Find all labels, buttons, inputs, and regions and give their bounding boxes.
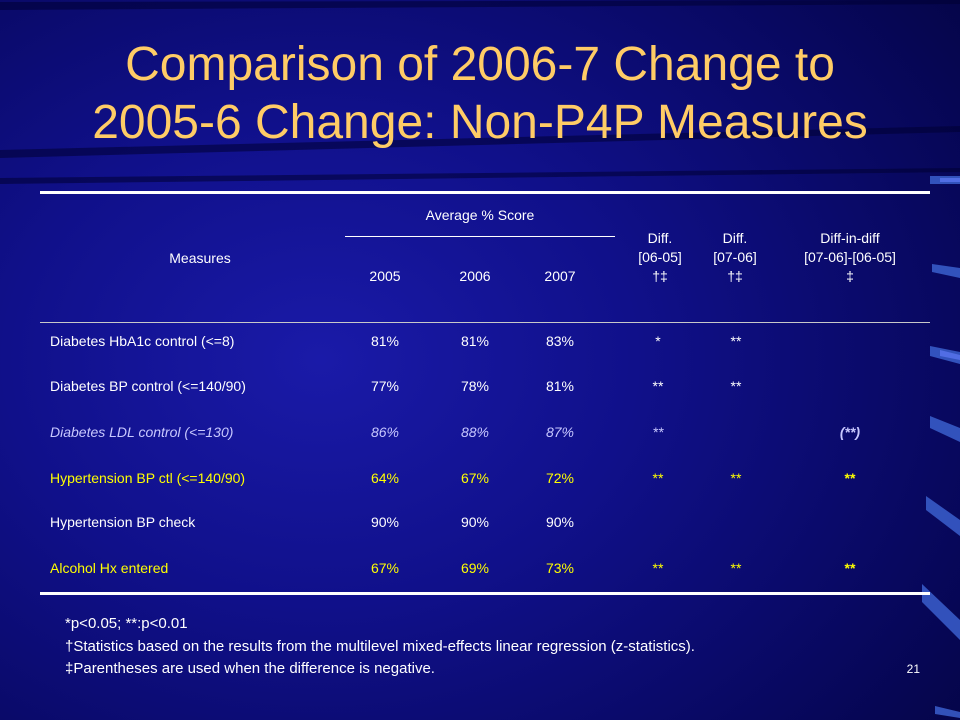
cell-diff-06-05: ** [652,470,664,486]
footnote-parentheses: ‡Parentheses are used when the differenc… [65,660,435,677]
cell-measure: Alcohol Hx entered [50,560,169,576]
cell-diff-in-diff: (**) [839,424,861,440]
slide-title: Comparison of 2006-7 Change to 2005-6 Ch… [20,36,940,152]
header-diff-06-05: Diff. [06-05] †‡ [638,230,682,284]
cell-2007: 73% [545,560,575,576]
cell-2006: 67% [460,470,490,486]
cell-2006: 88% [460,424,490,440]
cell-2006: 81% [460,333,490,349]
cell-measure: Diabetes HbA1c control (<=8) [50,333,235,349]
header-subrule [345,236,615,237]
title-line-2: 2005-6 Change: Non-P4P Measures [92,96,868,149]
cell-2005: 67% [370,560,400,576]
cell-2006: 90% [460,514,490,530]
cell-2007: 72% [545,470,575,486]
table-bottom-rule [40,592,930,595]
cell-2007: 90% [545,514,575,530]
header-bottom-rule [40,322,930,323]
header-diff-in-diff: Diff-in-diff [07-06]-[06-05] ‡ [804,230,896,284]
header-diff-07-06: Diff. [07-06] †‡ [713,230,757,284]
cell-2005: 90% [370,514,400,530]
cell-diff-07-06: ** [730,333,742,349]
cell-2005: 64% [370,470,400,486]
cell-diff-07-06: ** [730,470,742,486]
cell-2006: 78% [460,378,490,394]
cell-diff-07-06: ** [730,560,742,576]
cell-2005: 86% [370,424,400,440]
header-2006: 2006 [459,268,491,284]
cell-diff-06-05: * [655,333,661,349]
cell-2007: 83% [545,333,575,349]
cell-2005: 77% [370,378,400,394]
cell-diff-in-diff: ** [844,470,856,486]
header-average-score: Average % Score [425,207,535,223]
cell-2006: 69% [460,560,490,576]
cell-measure: Diabetes BP control (<=140/90) [50,378,246,394]
footnote-significance: *p<0.05; **:p<0.01 [65,615,188,632]
header-2005: 2005 [369,268,401,284]
cell-diff-06-05: ** [652,560,664,576]
cell-2007: 87% [545,424,575,440]
cell-measure: Hypertension BP ctl (<=140/90) [50,470,246,486]
cell-diff-07-06: ** [730,378,742,394]
cell-diff-in-diff: ** [844,560,856,576]
cell-diff-06-05: ** [652,378,664,394]
cell-2007: 81% [545,378,575,394]
footnote-statistics: †Statistics based on the results from th… [65,638,695,655]
cell-2005: 81% [370,333,400,349]
cell-measure: Hypertension BP check [50,514,196,530]
cell-diff-06-05: ** [652,424,664,440]
title-line-1: Comparison of 2006-7 Change to [125,38,835,91]
page-number: 21 [906,662,920,676]
table-top-rule [40,191,930,194]
cell-measure: Diabetes LDL control (<=130) [50,424,234,440]
header-measures: Measures [169,250,231,266]
header-2007: 2007 [544,268,576,284]
